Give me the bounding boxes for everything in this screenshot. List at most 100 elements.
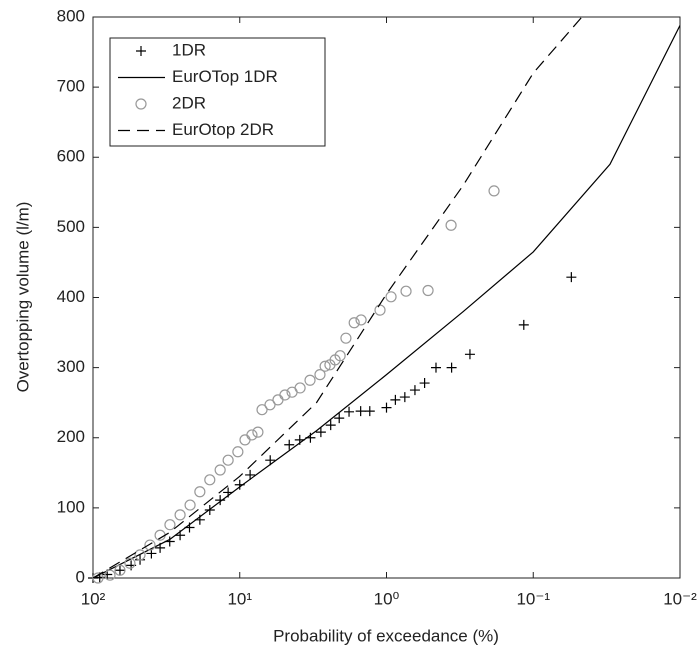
data-point bbox=[215, 495, 226, 506]
data-point bbox=[445, 219, 457, 231]
y-tick-label: 100 bbox=[57, 497, 85, 516]
plus-stroke bbox=[355, 406, 366, 417]
data-point bbox=[364, 406, 375, 417]
data-point bbox=[355, 314, 367, 326]
data-point bbox=[385, 291, 397, 303]
plus-stroke bbox=[446, 362, 457, 373]
x-tick-label: 10⁻¹ bbox=[516, 589, 550, 608]
data-point bbox=[304, 374, 316, 386]
x-tick-label: 10⁰ bbox=[374, 589, 400, 608]
plus-stroke bbox=[265, 455, 276, 466]
data-point bbox=[344, 406, 355, 417]
data-point bbox=[232, 446, 244, 458]
data-point bbox=[245, 469, 256, 480]
data-point bbox=[446, 362, 457, 373]
data-point bbox=[284, 439, 295, 450]
data-point bbox=[92, 572, 104, 584]
data-point bbox=[488, 185, 500, 197]
y-tick-label: 700 bbox=[57, 77, 85, 96]
plus-stroke bbox=[381, 402, 392, 413]
data-point bbox=[164, 519, 176, 531]
plus-stroke bbox=[464, 349, 475, 360]
plus-stroke bbox=[114, 565, 125, 576]
data-point bbox=[334, 413, 345, 424]
data-point bbox=[518, 319, 529, 330]
data-point bbox=[566, 272, 577, 283]
plus-stroke bbox=[344, 406, 355, 417]
data-point bbox=[314, 369, 326, 381]
plus-stroke bbox=[284, 439, 295, 450]
plus-stroke bbox=[245, 469, 256, 480]
y-tick-label: 200 bbox=[57, 427, 85, 446]
data-point bbox=[114, 565, 125, 576]
data-point bbox=[246, 429, 258, 441]
plus-stroke bbox=[419, 378, 430, 389]
data-point bbox=[430, 362, 441, 373]
data-point bbox=[194, 486, 206, 498]
data-point bbox=[325, 420, 336, 431]
data-point bbox=[422, 284, 434, 297]
data-point bbox=[381, 402, 392, 413]
data-point bbox=[348, 317, 360, 329]
data-point bbox=[252, 426, 264, 438]
plus-stroke bbox=[364, 406, 375, 417]
plus-stroke bbox=[215, 495, 226, 506]
data-point bbox=[256, 404, 268, 416]
data-point bbox=[419, 378, 430, 389]
fit-line bbox=[93, 17, 583, 578]
y-tick-label: 800 bbox=[57, 6, 85, 25]
data-point bbox=[204, 474, 216, 486]
data-point bbox=[340, 332, 352, 344]
y-tick-label: 400 bbox=[57, 287, 85, 306]
data-point bbox=[222, 454, 234, 466]
data-point bbox=[265, 455, 276, 466]
plus-stroke bbox=[430, 362, 441, 373]
plus-stroke bbox=[136, 46, 146, 56]
legend: 1DR EurOTop 1DR 2DR EurOtop 2DR bbox=[109, 37, 326, 147]
x-tick-label: 10² bbox=[81, 589, 106, 608]
legend-marker bbox=[136, 46, 146, 56]
data-point bbox=[264, 399, 276, 411]
plus-stroke bbox=[566, 272, 577, 283]
data-point bbox=[355, 406, 366, 417]
data-point bbox=[104, 569, 116, 581]
legend-marker bbox=[135, 98, 147, 110]
data-point bbox=[399, 392, 410, 403]
data-point bbox=[409, 385, 420, 396]
y-tick-label: 300 bbox=[57, 357, 85, 376]
data-point bbox=[124, 557, 136, 569]
data-point bbox=[334, 350, 346, 362]
plus-stroke bbox=[409, 385, 420, 396]
data-point bbox=[279, 389, 291, 401]
data-point bbox=[319, 360, 331, 372]
y-tick-label: 0 bbox=[76, 567, 85, 586]
data-point bbox=[134, 549, 146, 561]
legend-label: EurOtop 2DR bbox=[172, 120, 274, 139]
plus-stroke bbox=[334, 413, 345, 424]
data-point bbox=[144, 539, 156, 551]
data-point bbox=[184, 499, 196, 511]
plus-stroke bbox=[325, 420, 336, 431]
x-axis-label: Probability of exceedance (%) bbox=[273, 626, 499, 645]
data-point bbox=[214, 464, 226, 476]
data-point bbox=[114, 564, 126, 576]
x-tick-label: 10⁻² bbox=[663, 589, 697, 608]
data-point bbox=[400, 285, 412, 297]
plus-stroke bbox=[390, 394, 401, 405]
data-point bbox=[294, 382, 306, 394]
fit-line bbox=[93, 25, 680, 578]
x-tick-label: 10¹ bbox=[227, 589, 252, 608]
legend-label: 2DR bbox=[172, 93, 206, 112]
legend-box bbox=[109, 37, 326, 147]
legend-label: 1DR bbox=[172, 40, 206, 59]
y-tick-label: 600 bbox=[57, 147, 85, 166]
data-point bbox=[315, 427, 326, 438]
data-point bbox=[390, 394, 401, 405]
y-axis-label: Overtopping volume (l/m) bbox=[13, 202, 32, 393]
plus-stroke bbox=[518, 319, 529, 330]
plus-stroke bbox=[315, 427, 326, 438]
plus-stroke bbox=[399, 392, 410, 403]
y-tick-label: 500 bbox=[57, 217, 85, 236]
